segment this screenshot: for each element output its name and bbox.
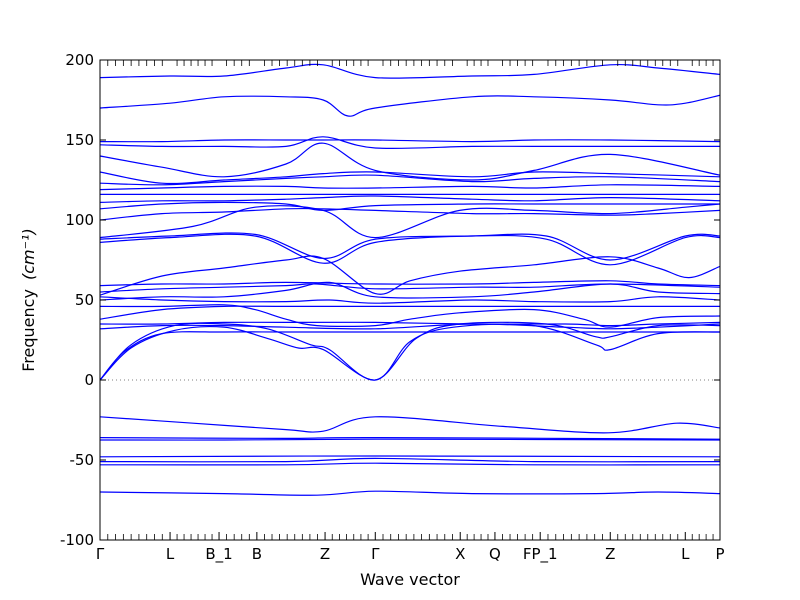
band-12 xyxy=(100,321,720,327)
band-28 xyxy=(100,174,720,186)
y-tick-label: 200 xyxy=(65,51,94,69)
band-30 xyxy=(100,142,720,181)
y-tick-label: -100 xyxy=(60,531,94,549)
band-6 xyxy=(100,436,720,440)
band-15 xyxy=(100,281,720,301)
band-18 xyxy=(100,280,720,287)
band-7 xyxy=(100,416,720,434)
x-tick-label: FP_1 xyxy=(523,545,558,564)
band-20 xyxy=(100,233,720,266)
band-34 xyxy=(100,63,720,79)
x-tick-label: L xyxy=(166,545,175,563)
band-29 xyxy=(100,171,720,185)
x-tick-label: B xyxy=(252,545,262,563)
band-27 xyxy=(100,184,720,191)
band-16 xyxy=(100,296,720,304)
x-tick-label: Γ xyxy=(371,545,380,563)
y-axis-label-unit: (cm⁻¹) xyxy=(19,228,38,280)
x-tick-label: B_1 xyxy=(205,545,232,564)
band-22 xyxy=(100,203,720,239)
y-axis-label: Frequency (cm⁻¹) xyxy=(19,228,38,371)
y-tick-label: 0 xyxy=(84,371,94,389)
band-32 xyxy=(100,139,720,143)
band-13 xyxy=(100,305,720,320)
y-tick-label: 150 xyxy=(65,131,94,149)
y-axis-label-text: Frequency xyxy=(19,289,38,372)
band-21 xyxy=(100,232,720,261)
band-25 xyxy=(100,195,720,203)
band-3 xyxy=(100,457,720,463)
band-23 xyxy=(100,207,720,221)
y-tick-label: -50 xyxy=(70,451,95,469)
band-2 xyxy=(100,462,720,466)
x-tick-label: Z xyxy=(320,545,330,563)
x-tick-label: L xyxy=(681,545,690,563)
y-tick-label: 50 xyxy=(75,291,94,309)
x-tick-label: X xyxy=(455,545,465,563)
band-24 xyxy=(100,201,720,212)
band-33 xyxy=(100,94,720,117)
band-14 xyxy=(100,304,720,328)
band-31 xyxy=(100,136,720,150)
x-axis-label: Wave vector xyxy=(360,570,460,589)
x-tick-label: Z xyxy=(605,545,615,563)
x-tick-label: Γ xyxy=(96,545,105,563)
y-tick-label: 100 xyxy=(65,211,94,229)
x-tick-label: Q xyxy=(489,545,501,563)
band-5 xyxy=(100,438,720,441)
band-11 xyxy=(100,323,720,330)
band-1 xyxy=(100,490,720,496)
band-4 xyxy=(100,455,720,458)
axes: -100 -50 0 50 100 150 200 Γ L B_1 B Z Γ X Q FP_1 Z L P xyxy=(60,51,725,564)
band-19 xyxy=(100,255,720,296)
band-8 xyxy=(100,331,720,381)
plot-area xyxy=(100,63,720,496)
x-tick-label: P xyxy=(715,545,724,563)
